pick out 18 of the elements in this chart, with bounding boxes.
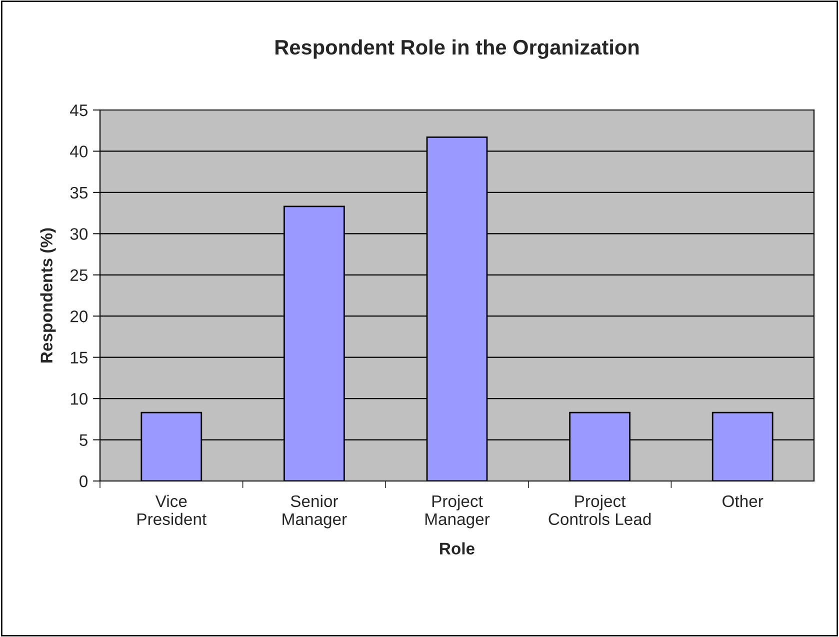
x-tick-label: Senior Manager — [282, 494, 347, 528]
y-tick-label: 45 — [70, 104, 88, 116]
y-tick-label: 30 — [70, 228, 88, 240]
y-tick-label: 25 — [70, 269, 88, 282]
y-tick-label: 5 — [80, 434, 88, 446]
x-tick-label: Project Controls Lead — [548, 494, 651, 526]
y-tick-label: 0 — [80, 475, 88, 488]
chart-title: Respondent Role in the Organization — [276, 39, 639, 59]
y-tick-label: 10 — [70, 392, 88, 405]
y-tick-label: 40 — [70, 146, 88, 158]
y-tick-label: 20 — [70, 310, 88, 322]
x-tick-label: Vice President — [138, 494, 206, 526]
x-tick-label: Project Manager — [425, 494, 490, 528]
x-axis-title: Role — [440, 542, 474, 555]
y-axis-title: Respondents (%) — [40, 228, 56, 362]
x-tick-label: Other — [722, 494, 764, 508]
y-tick-label: 15 — [70, 352, 88, 364]
y-tick-label: 35 — [70, 186, 88, 199]
